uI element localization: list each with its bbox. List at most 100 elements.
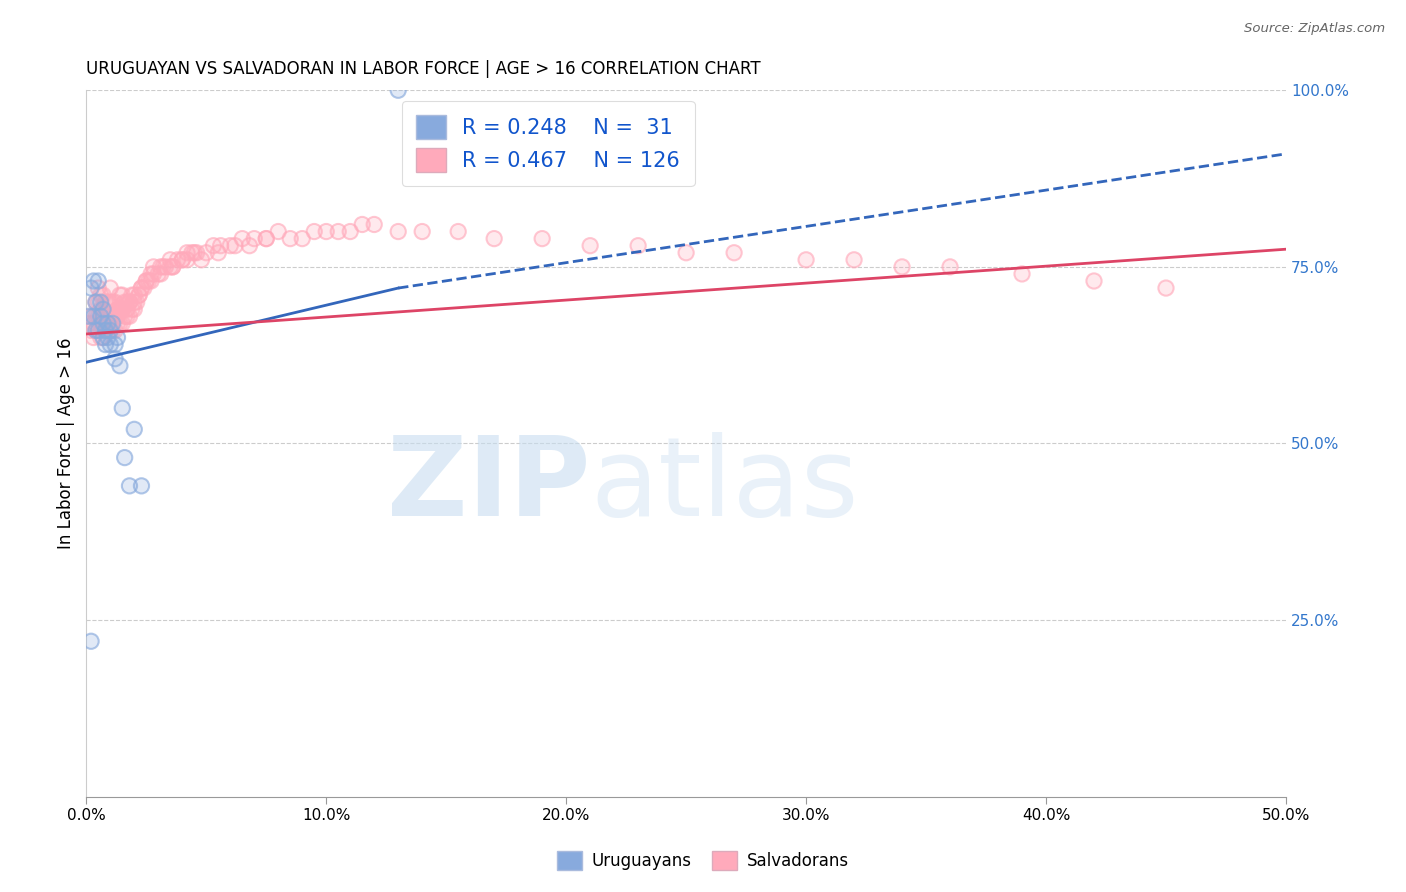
Point [172,252,194,267]
Point [94,323,117,337]
Point [114,310,136,324]
Point [254,232,277,246]
Point [124,295,146,310]
Point [98,281,121,295]
Point [186,245,208,260]
Point [98,310,121,324]
Point [387,225,409,239]
Point [1011,267,1033,281]
Point [132,281,155,295]
Point [135,274,157,288]
Point [125,295,148,310]
Point [82,317,104,331]
Point [148,267,170,281]
Point [104,310,127,324]
Point [115,302,138,317]
Point [91,317,114,331]
Point [104,323,127,337]
Point [387,83,409,97]
Point [411,225,433,239]
Point [152,260,174,274]
Point [842,252,865,267]
Point [90,317,112,331]
Point [82,317,104,331]
Point [114,295,136,310]
Point [482,232,505,246]
Point [302,225,325,239]
Point [139,267,162,281]
Point [111,401,134,416]
Point [339,225,361,239]
Point [291,232,314,246]
Point [224,238,246,252]
Point [148,267,170,281]
Point [111,317,134,331]
Point [363,218,385,232]
Point [142,260,165,274]
Point [90,295,112,310]
Point [97,317,120,331]
Point [124,422,146,436]
Point [172,252,194,267]
Point [91,330,114,344]
Point [447,225,470,239]
Point [77,317,100,331]
Point [339,225,361,239]
Point [278,232,301,246]
Point [115,295,138,310]
Point [128,288,150,302]
Point [209,238,232,252]
Point [254,232,277,246]
Point [842,252,865,267]
Point [84,295,107,310]
Point [124,288,146,302]
Point [190,252,212,267]
Point [794,252,817,267]
Point [202,238,225,252]
Point [115,310,138,324]
Point [387,83,409,97]
Point [98,337,121,351]
Point [108,302,131,317]
Point [108,317,131,331]
Point [91,317,114,331]
Y-axis label: In Labor Force | Age > 16: In Labor Force | Age > 16 [58,338,75,549]
Point [176,245,198,260]
Point [82,274,104,288]
Point [108,359,131,373]
Point [98,323,121,337]
Point [101,295,124,310]
Point [219,238,242,252]
Point [111,302,134,317]
Point [91,302,114,317]
Point [107,317,129,331]
Point [121,288,143,302]
Point [84,310,107,324]
Point [579,238,602,252]
Point [118,479,141,493]
Legend: R = 0.248    N =  31, R = 0.467    N = 126: R = 0.248 N = 31, R = 0.467 N = 126 [402,101,695,186]
Point [267,225,290,239]
Point [87,295,110,310]
Text: atlas: atlas [591,433,859,540]
Point [80,634,103,648]
Point [291,232,314,246]
Point [243,232,266,246]
Point [142,267,165,281]
Point [172,252,194,267]
Point [101,295,124,310]
Point [1083,274,1105,288]
Point [131,281,153,295]
Point [125,295,148,310]
Point [94,310,117,324]
Point [98,323,121,337]
Point [579,238,602,252]
Text: URUGUAYAN VS SALVADORAN IN LABOR FORCE | AGE > 16 CORRELATION CHART: URUGUAYAN VS SALVADORAN IN LABOR FORCE |… [86,60,761,78]
Point [482,232,505,246]
Point [131,281,153,295]
Point [159,252,181,267]
Point [94,337,117,351]
Point [149,260,172,274]
Point [94,323,117,337]
Point [794,252,817,267]
